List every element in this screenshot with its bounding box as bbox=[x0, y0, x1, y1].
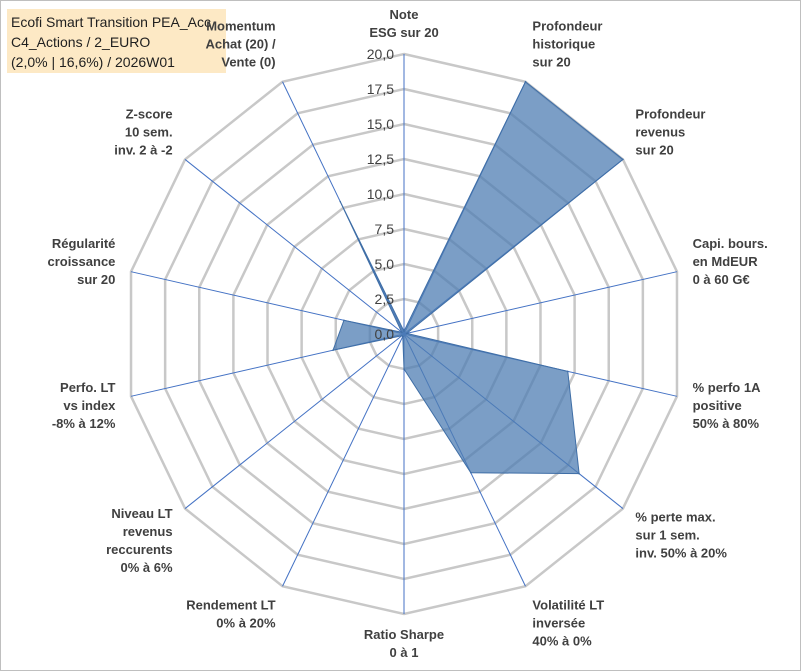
axis-label-10: Perfo. LT vs index -8% à 12% bbox=[52, 380, 116, 431]
series-point-4 bbox=[566, 370, 569, 373]
axis-label-3: Capi. bours. en MdEUR 0 à 60 G€ bbox=[693, 236, 768, 287]
series-point-7 bbox=[403, 368, 405, 370]
label-layer: Note ESG sur 20 Profondeur historique sur 20… bbox=[47, 7, 767, 660]
tick-label-8: 20,0 bbox=[367, 46, 394, 62]
axis-label-9: Niveau LT revenus reccurents 0% à 6% bbox=[106, 506, 173, 575]
axis-label-0: Note ESG sur 20 bbox=[369, 7, 438, 40]
series-point-3 bbox=[405, 332, 408, 335]
axis-label-4: % perfo 1A positive 50% à 80% bbox=[693, 380, 762, 431]
tick-label-4: 10,0 bbox=[367, 186, 394, 202]
spoke-9 bbox=[184, 333, 405, 509]
spoke-3 bbox=[403, 271, 678, 335]
series-layer bbox=[332, 80, 624, 475]
series-point-13 bbox=[339, 200, 342, 203]
spoke-8 bbox=[282, 333, 405, 587]
title-line-2: C4_Actions / 2_EURO bbox=[11, 34, 151, 50]
tick-label-1: 2,5 bbox=[375, 291, 395, 307]
series-point-11 bbox=[343, 319, 345, 322]
series-point-0 bbox=[403, 330, 405, 333]
axis-label-6: Volatilité LT inversée 40% à 0% bbox=[532, 598, 604, 649]
axis-label-8: Rendement LT 0% à 20% bbox=[186, 598, 276, 631]
axis-label-2: Profondeur revenus sur 20 bbox=[635, 107, 705, 158]
tick-label-7: 17,5 bbox=[367, 81, 394, 97]
series-point-12 bbox=[401, 331, 403, 334]
tick-label-2: 5,0 bbox=[375, 256, 395, 272]
axis-label-12: Z-score 10 sem. inv. 2 à -2 bbox=[114, 107, 172, 158]
axis-label-11: Régularité croissance sur 20 bbox=[47, 236, 115, 287]
series-point-9 bbox=[401, 334, 403, 337]
title-line-3: (2,0% | 16,6%) / 2026W01 bbox=[11, 54, 175, 70]
series-point-5 bbox=[578, 472, 580, 475]
axis-label-5: % perte max. sur 1 sem. inv. 50% à 20% bbox=[635, 509, 727, 560]
series-point-2 bbox=[622, 158, 624, 161]
tick-label-3: 7,5 bbox=[375, 221, 395, 237]
spoke-12 bbox=[184, 159, 405, 335]
tick-label-6: 15,0 bbox=[367, 116, 394, 132]
axis-label-13: Momentum Achat (20) / Vente (0) bbox=[205, 18, 275, 69]
chart-title-box: Ecofi Smart Transition PEA_Acc C4_Action… bbox=[7, 9, 226, 73]
axis-label-1: Profondeur historique sur 20 bbox=[532, 18, 602, 69]
tick-label-0: 0,0 bbox=[375, 326, 395, 342]
series-point-1 bbox=[524, 80, 527, 83]
title-line-1: Ecofi Smart Transition PEA_Acc bbox=[11, 14, 211, 30]
tick-label-5: 12,5 bbox=[367, 151, 394, 167]
axis-label-7: Ratio Sharpe 0 à 1 bbox=[364, 627, 444, 660]
tick-layer: 0,0 2,5 5,0 7,5 10,0 12,5 15,0 17,5 20,0 bbox=[367, 46, 394, 342]
series-point-10 bbox=[332, 349, 334, 351]
series-point-6 bbox=[470, 471, 472, 474]
